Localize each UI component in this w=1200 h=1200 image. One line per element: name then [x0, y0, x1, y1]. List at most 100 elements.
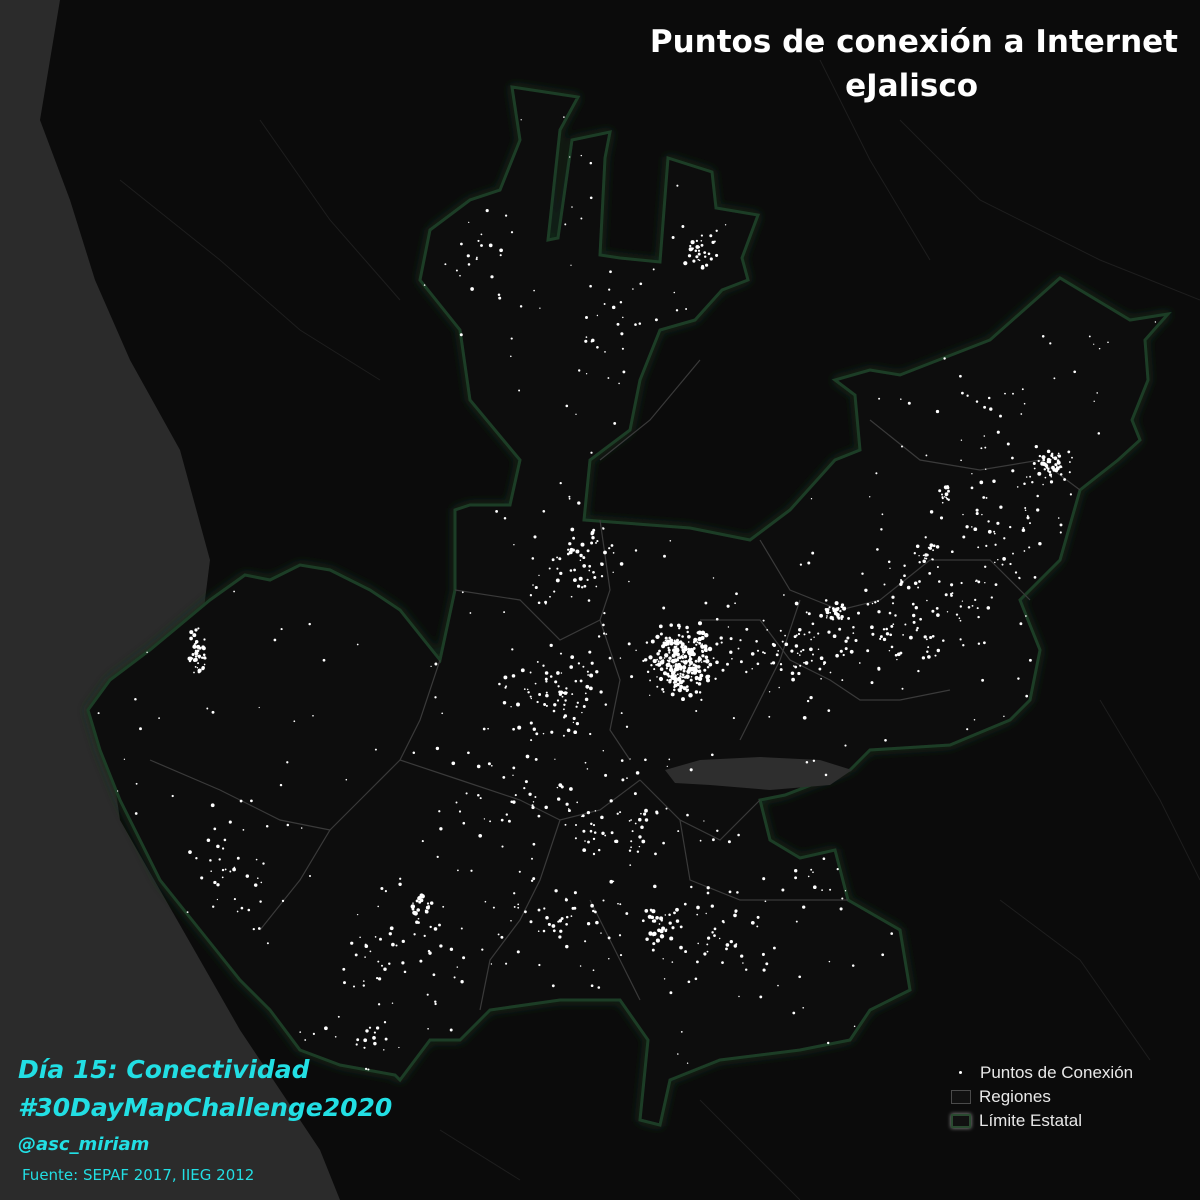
connection-point	[398, 882, 402, 887]
connection-point	[706, 950, 709, 953]
connection-point	[590, 541, 594, 545]
connection-point	[403, 970, 407, 974]
connection-point	[202, 653, 206, 657]
connection-point	[694, 659, 698, 663]
connection-point	[726, 662, 729, 666]
connection-point	[545, 704, 548, 707]
connection-point	[503, 675, 508, 680]
connection-point	[200, 656, 204, 660]
connection-point	[194, 651, 199, 656]
connection-point	[585, 336, 588, 338]
connection-point	[570, 595, 573, 598]
connection-point	[692, 663, 696, 667]
connection-point	[927, 646, 930, 649]
connection-point	[1038, 454, 1042, 458]
connection-point	[265, 825, 269, 828]
connection-point	[704, 655, 709, 660]
connection-point	[701, 264, 705, 268]
connection-point	[554, 758, 556, 760]
connection-point	[651, 909, 656, 914]
connection-point	[719, 636, 723, 640]
connection-point	[465, 792, 468, 795]
connection-point	[844, 647, 848, 651]
connection-point	[206, 707, 209, 710]
connection-point	[664, 636, 668, 640]
connection-point	[547, 922, 551, 926]
connection-point	[891, 595, 895, 599]
connection-point	[622, 316, 624, 319]
connection-point	[512, 800, 516, 804]
connection-point	[1057, 517, 1060, 519]
connection-point	[704, 601, 708, 605]
connection-point	[650, 664, 653, 667]
connection-point	[739, 639, 742, 642]
connection-point	[878, 397, 881, 400]
connection-point	[669, 665, 672, 668]
connection-point	[1053, 377, 1056, 380]
connection-point	[197, 662, 200, 665]
connection-point	[807, 875, 810, 878]
region-symbol-icon	[951, 1090, 971, 1104]
connection-point	[795, 920, 798, 923]
connection-point	[459, 333, 463, 337]
connection-point	[662, 641, 666, 645]
connection-point	[462, 821, 466, 825]
connection-point	[1022, 526, 1025, 529]
connection-point	[362, 984, 365, 987]
connection-point	[594, 810, 597, 812]
connection-point	[694, 677, 698, 681]
connection-point	[550, 730, 554, 734]
connection-point	[536, 660, 539, 663]
connection-point	[1016, 486, 1019, 488]
connection-point	[659, 660, 665, 665]
connection-point	[809, 695, 813, 700]
connection-point	[669, 540, 672, 542]
connection-point	[685, 625, 689, 630]
connection-point	[959, 374, 962, 378]
connection-point	[610, 544, 614, 547]
connection-point	[844, 639, 848, 643]
connection-point	[697, 657, 702, 662]
connection-point	[1017, 677, 1020, 680]
connection-point	[523, 688, 526, 690]
connection-point	[569, 569, 573, 572]
connection-point	[977, 615, 980, 619]
connection-point	[558, 690, 562, 694]
connection-point	[592, 909, 595, 913]
connection-point	[949, 592, 953, 596]
connection-point	[194, 649, 197, 652]
connection-point	[692, 670, 698, 675]
connection-point	[651, 948, 655, 952]
connection-point	[502, 776, 506, 779]
connection-point	[576, 801, 579, 804]
connection-point	[680, 1031, 683, 1033]
connection-point	[571, 206, 573, 208]
connection-point	[811, 622, 815, 626]
connection-point	[668, 667, 674, 673]
connection-point	[679, 925, 683, 929]
connection-point	[411, 907, 415, 911]
connection-point	[470, 869, 473, 872]
connection-point	[756, 662, 760, 666]
connection-point	[1025, 476, 1028, 478]
connection-point	[592, 852, 596, 856]
connection-point	[612, 571, 614, 574]
connection-point	[733, 913, 737, 918]
connection-point	[410, 904, 416, 909]
connection-point	[866, 649, 870, 653]
connection-point	[531, 857, 533, 860]
connection-point	[793, 635, 797, 639]
connection-point	[426, 993, 429, 996]
connection-point	[587, 840, 590, 844]
connection-point	[658, 676, 664, 682]
connection-point	[1044, 476, 1047, 479]
connection-point	[935, 607, 939, 610]
connection-point	[553, 703, 557, 707]
connection-point	[356, 913, 359, 916]
connection-point	[792, 665, 795, 667]
connection-point	[946, 611, 949, 613]
connection-point	[707, 252, 711, 256]
connection-point	[583, 584, 587, 588]
connection-point	[682, 669, 686, 673]
connection-point	[839, 609, 842, 613]
